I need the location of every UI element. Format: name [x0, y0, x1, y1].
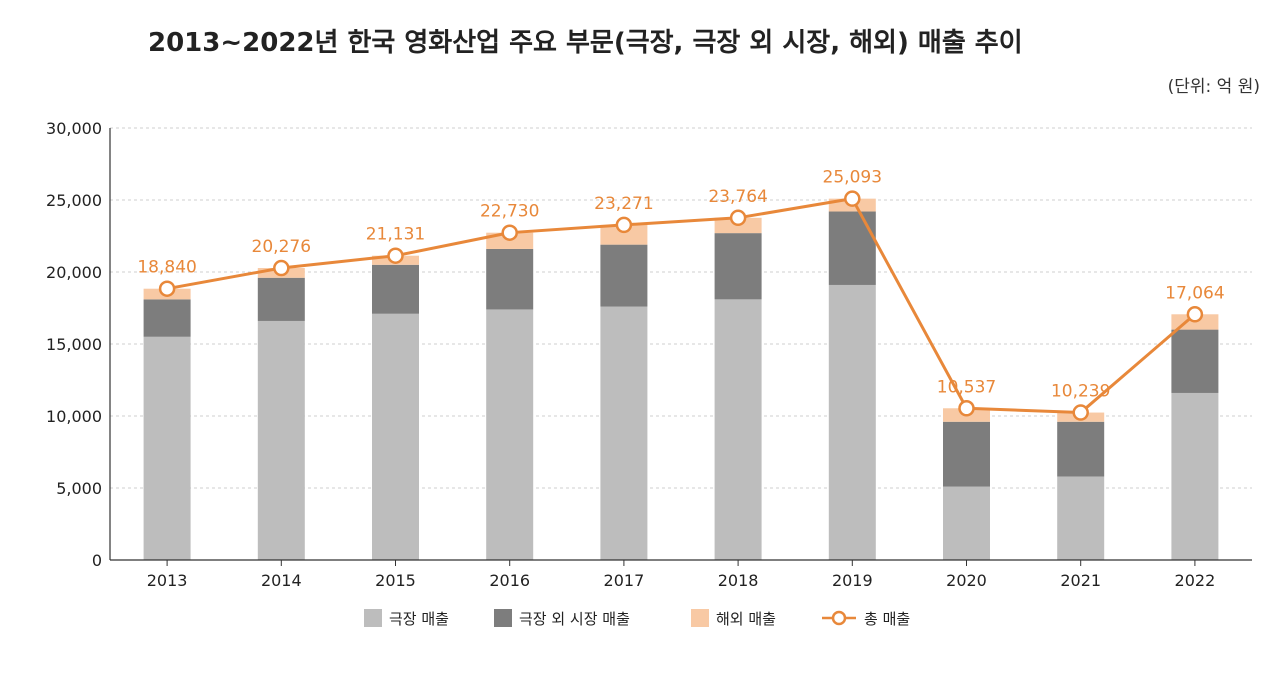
- bar-segment-2: [1171, 329, 1219, 393]
- y-tick-label: 30,000: [46, 119, 102, 138]
- bar-segment-3: [600, 224, 648, 245]
- total-point: [615, 216, 633, 234]
- legend-label: 총 매출: [864, 610, 910, 628]
- bar-segment-2: [828, 211, 876, 285]
- data-label: 25,093: [823, 168, 882, 188]
- y-tick-label: 10,000: [46, 407, 102, 426]
- data-label: 10,239: [1051, 382, 1110, 402]
- x-tick-label: 2014: [261, 571, 302, 590]
- bar-segment-2: [486, 248, 534, 310]
- x-tick-label: 2016: [489, 571, 530, 590]
- bar-segment-1: [257, 320, 305, 560]
- data-label: 20,276: [252, 237, 311, 257]
- data-label: 10,537: [937, 377, 996, 397]
- bar-segment-1: [486, 309, 534, 560]
- data-label: 21,131: [366, 225, 425, 245]
- legend-marker: [831, 610, 847, 626]
- total-point: [1186, 306, 1204, 323]
- total-point: [273, 259, 290, 277]
- bar-layer: [143, 198, 1219, 560]
- data-label: 23,764: [708, 187, 767, 207]
- bar-segment-1: [828, 284, 876, 560]
- total-point: [501, 224, 518, 241]
- x-tick-label: 2017: [604, 571, 645, 590]
- bar-segment-1: [1171, 392, 1219, 560]
- legend-label: 해외 매출: [716, 610, 776, 628]
- total-point: [844, 190, 861, 207]
- legend-swatch-2: [494, 609, 512, 627]
- bar-segment-1: [143, 336, 191, 560]
- y-tick-label: 25,000: [46, 191, 102, 210]
- bar-segment-2: [257, 277, 305, 321]
- bar-segment-1: [714, 299, 762, 560]
- legend-swatch-1: [364, 609, 382, 627]
- bar-segment-1: [372, 313, 419, 560]
- data-label: 22,730: [480, 202, 539, 222]
- bar-segment-2: [943, 421, 990, 487]
- bar-segment-1: [600, 306, 648, 560]
- line-layer: [158, 190, 1204, 421]
- total-point: [387, 247, 404, 264]
- bar-segment-1: [1057, 476, 1105, 560]
- unit-label: (단위: 억 원): [1167, 77, 1260, 97]
- legend-layer: 극장 매출 극장 외 시장 매출 해외 매출 총 매출: [364, 609, 910, 628]
- bar-segment-2: [600, 244, 648, 307]
- label-layer: 18,840 20,276 21,131 22,730 23,271 23,764 25,0…: [137, 168, 1224, 402]
- x-tick-label: 2020: [946, 571, 987, 590]
- data-label: 23,271: [594, 194, 653, 214]
- legend-label: 극장 외 시장 매출: [519, 610, 630, 628]
- total-point: [958, 400, 975, 417]
- bar-segment-2: [143, 299, 191, 337]
- total-line: [166, 197, 1196, 415]
- x-tick-label: 2018: [718, 571, 759, 590]
- y-tick-label: 15,000: [46, 335, 102, 354]
- data-label: 18,840: [137, 258, 196, 278]
- axis-layer: 0 5,000 10,000 15,000 20,000 25,000 30,000 2013…: [46, 119, 1252, 590]
- bar-segment-2: [1057, 421, 1105, 477]
- bar-segment-2: [372, 264, 419, 314]
- total-point: [1072, 404, 1089, 421]
- x-tick-label: 2015: [375, 571, 416, 590]
- y-tick-label: 5,000: [56, 479, 102, 498]
- bar-segment-2: [714, 233, 762, 300]
- legend-swatch-3: [691, 609, 709, 627]
- total-point: [158, 280, 176, 297]
- x-tick-label: 2013: [147, 571, 188, 590]
- x-tick-label: 2022: [1175, 571, 1216, 590]
- total-point: [729, 209, 747, 227]
- x-tick-label: 2021: [1060, 571, 1101, 590]
- bar-segment-1: [943, 486, 990, 560]
- data-label: 17,064: [1165, 283, 1224, 303]
- y-tick-label: 20,000: [46, 263, 102, 282]
- x-tick-label: 2019: [832, 571, 873, 590]
- y-tick-label: 0: [92, 551, 102, 570]
- grid-layer: [110, 127, 1252, 489]
- legend-label: 극장 매출: [389, 610, 449, 628]
- chart-title: 2013~2022년 한국 영화산업 주요 부문(극장, 극장 외 시장, 해외…: [148, 28, 1023, 58]
